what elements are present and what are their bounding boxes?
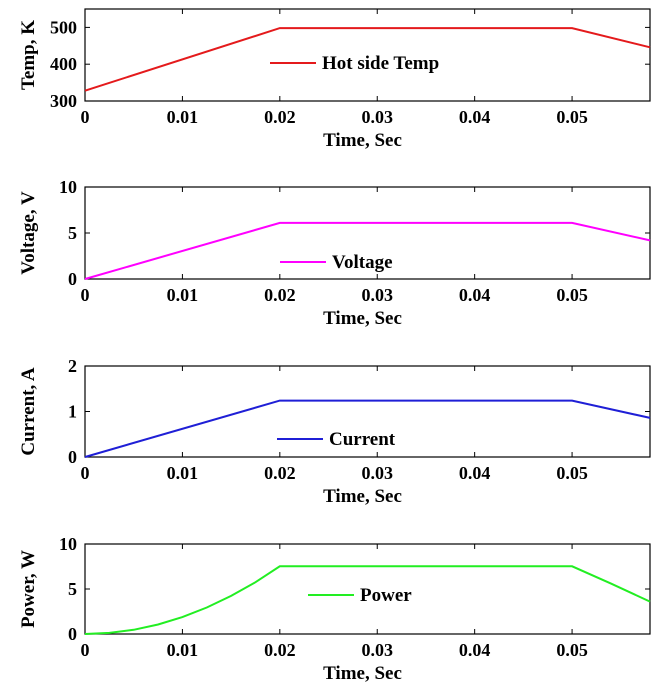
x-tick-label: 0.03 xyxy=(361,463,393,483)
x-tick-label: 0.03 xyxy=(361,285,393,305)
x-tick-label: 0 xyxy=(81,640,90,660)
legend-label: Voltage xyxy=(332,252,393,273)
x-axis-label: Time, Sec xyxy=(323,130,402,151)
legend-temp: Hot side Temp xyxy=(270,53,439,74)
y-tick-label: 500 xyxy=(50,17,77,37)
legend-label: Hot side Temp xyxy=(322,53,439,74)
y-axis-label: Power, W xyxy=(18,550,39,628)
legend-current: Current xyxy=(277,429,396,450)
x-axis-label: Time, Sec xyxy=(323,486,402,507)
y-tick-label: 300 xyxy=(50,91,77,111)
x-axis-label: Time, Sec xyxy=(323,308,402,329)
y-axis-label: Voltage, V xyxy=(18,191,39,275)
x-tick-label: 0.04 xyxy=(459,463,491,483)
subplot-temp: 0 0.01 0.02 0.03 0.04 0.05 300 400 500 Time, Sec T… xyxy=(18,8,651,151)
x-tick-label: 0 xyxy=(81,463,90,483)
x-tick-label: 0.01 xyxy=(167,285,199,305)
y-tick-label: 5 xyxy=(68,579,77,599)
series-line-voltage xyxy=(84,221,651,280)
y-tick-label: 1 xyxy=(68,402,77,422)
y-tick-label: 10 xyxy=(59,177,77,197)
x-tick-label: 0.04 xyxy=(459,640,491,660)
legend-label: Power xyxy=(360,585,412,606)
x-tick-label: 0.05 xyxy=(556,285,588,305)
x-tick-label: 0.01 xyxy=(167,463,199,483)
series-line-temp xyxy=(84,27,651,92)
y-axis-label: Temp, K xyxy=(18,20,39,90)
legend-voltage: Voltage xyxy=(280,252,393,273)
subplot-voltage: 0 0.01 0.02 0.03 0.04 0.05 0 5 10 Time, Sec Voltag… xyxy=(18,177,651,329)
y-axis-label: Current, A xyxy=(18,367,39,456)
x-tick-label: 0.02 xyxy=(264,107,296,127)
legend-label: Current xyxy=(329,429,396,450)
y-tick-label: 10 xyxy=(59,534,77,554)
legend-power: Power xyxy=(308,585,412,606)
x-tick-label: 0.04 xyxy=(459,107,491,127)
x-tick-label: 0.02 xyxy=(264,463,296,483)
y-tick-label: 400 xyxy=(50,54,77,74)
y-tick-label: 5 xyxy=(68,223,77,243)
y-tick-label: 0 xyxy=(68,447,77,467)
subplot-current: 0 0.01 0.02 0.03 0.04 0.05 0 1 2 Time, Sec Current… xyxy=(18,356,651,507)
x-axis-label: Time, Sec xyxy=(323,663,402,684)
x-tick-label: 0.02 xyxy=(264,640,296,660)
x-tick-label: 0.02 xyxy=(264,285,296,305)
plot-frame xyxy=(84,8,651,102)
x-tick-label: 0 xyxy=(81,107,90,127)
y-tick-label: 2 xyxy=(68,356,77,376)
x-tick-label: 0.01 xyxy=(167,640,199,660)
x-tick-label: 0.03 xyxy=(361,640,393,660)
x-tick-label: 0.04 xyxy=(459,285,491,305)
y-tick-label: 0 xyxy=(68,269,77,289)
x-tick-label: 0.05 xyxy=(556,463,588,483)
x-tick-label: 0.05 xyxy=(556,107,588,127)
subplot-power: 0 0.01 0.02 0.03 0.04 0.05 0 5 10 Time, Sec Power,… xyxy=(18,534,651,684)
series-line-power xyxy=(84,565,651,635)
y-tick-label: 0 xyxy=(68,624,77,644)
x-tick-label: 0 xyxy=(81,285,90,305)
x-tick-label: 0.03 xyxy=(361,107,393,127)
series-line-current xyxy=(84,399,651,458)
x-tick-label: 0.05 xyxy=(556,640,588,660)
x-tick-label: 0.01 xyxy=(167,107,199,127)
